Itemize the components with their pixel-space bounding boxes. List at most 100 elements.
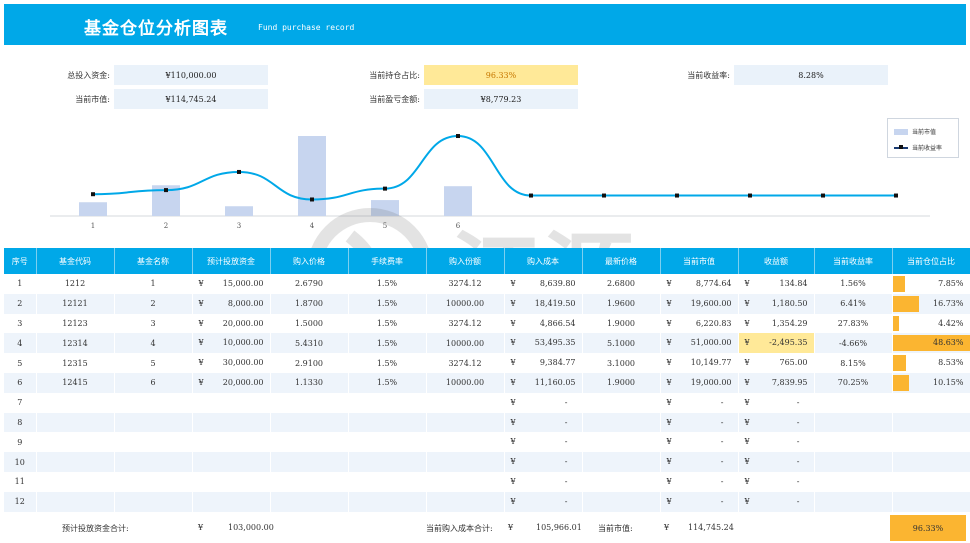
cell-fee[interactable]: 1.5% [348, 313, 427, 334]
cell-latest[interactable]: 2.6800 [582, 274, 661, 294]
cell-code[interactable] [36, 392, 115, 413]
cell-price[interactable]: 1.1330 [270, 372, 349, 393]
col-header[interactable]: 收益额 [738, 248, 815, 274]
cell-rate[interactable] [814, 471, 893, 492]
cell-cost[interactable]: ¥9,384.77 [504, 353, 583, 373]
cell-ratio[interactable]: 48.63% [892, 333, 970, 354]
cell-value[interactable]: ¥ - [660, 392, 739, 413]
cell-ratio[interactable]: 7.85% [892, 274, 970, 294]
cell-profit[interactable]: ¥ - [738, 471, 815, 492]
cell-value[interactable]: ¥ - [660, 432, 739, 453]
cell-plan[interactable]: ¥20,000.00 [192, 372, 271, 393]
cell-plan[interactable]: ¥10,000.00 [192, 333, 271, 354]
cell-shares[interactable]: 3274.12 [426, 353, 505, 373]
cell-fee[interactable]: 1.5% [348, 333, 427, 354]
cell-rate[interactable] [814, 392, 893, 413]
cell-price[interactable] [270, 491, 349, 512]
cell-rate[interactable]: -4.66% [814, 333, 893, 354]
cell-fee[interactable]: 1.5% [348, 274, 427, 294]
cell-cost[interactable]: ¥18,419.50 [504, 293, 583, 314]
table-row[interactable]: 1 1212 1 ¥15,000.00 2.6790 1.5% 3274.12 ¥8,639.… [4, 274, 970, 294]
cell-code[interactable]: 12314 [36, 333, 115, 354]
cell-price[interactable] [270, 452, 349, 472]
cell-code[interactable]: 12123 [36, 313, 115, 334]
cell-latest[interactable]: 3.1000 [582, 353, 661, 373]
table-row[interactable]: 9 ¥ - ¥ - ¥ - [4, 432, 970, 453]
cell-value[interactable]: ¥ - [660, 412, 739, 433]
cell-plan[interactable]: ¥30,000.00 [192, 353, 271, 373]
cell-cost[interactable]: ¥ - [504, 432, 583, 453]
cell-name[interactable] [114, 392, 193, 413]
cell-ratio[interactable] [892, 412, 970, 433]
cell-shares[interactable]: 10000.00 [426, 333, 505, 354]
cell-name[interactable]: 6 [114, 372, 193, 393]
cell-plan[interactable] [192, 392, 271, 413]
cell-no[interactable]: 10 [4, 452, 37, 472]
cell-shares[interactable] [426, 412, 505, 433]
cell-shares[interactable]: 10000.00 [426, 293, 505, 314]
cell-latest[interactable]: 1.9600 [582, 293, 661, 314]
cell-code[interactable] [36, 412, 115, 433]
cell-code[interactable]: 1212 [36, 274, 115, 294]
cell-no[interactable]: 6 [4, 372, 37, 393]
return-rate-value[interactable]: 8.28% [734, 65, 888, 85]
cell-profit[interactable]: ¥1,180.50 [738, 293, 815, 314]
cell-ratio[interactable]: 16.73% [892, 293, 970, 314]
col-header[interactable]: 当前市值 [660, 248, 739, 274]
cell-fee[interactable]: 1.5% [348, 293, 427, 314]
col-header[interactable]: 基金名称 [114, 248, 193, 274]
cell-plan[interactable] [192, 471, 271, 492]
cell-cost[interactable]: ¥4,866.54 [504, 313, 583, 334]
cell-fee[interactable] [348, 432, 427, 453]
cell-cost[interactable]: ¥ - [504, 491, 583, 512]
cell-no[interactable]: 2 [4, 293, 37, 314]
cell-rate[interactable]: 6.41% [814, 293, 893, 314]
cell-rate[interactable] [814, 412, 893, 433]
cell-plan[interactable] [192, 432, 271, 453]
cell-value[interactable]: ¥8,774.64 [660, 274, 739, 294]
cell-value[interactable]: ¥ - [660, 491, 739, 512]
table-row[interactable]: 6 12415 6 ¥20,000.00 1.1330 1.5% 10000.00 ¥11,1… [4, 372, 970, 393]
cell-plan[interactable]: ¥8,000.00 [192, 293, 271, 314]
cell-fee[interactable] [348, 392, 427, 413]
col-header[interactable]: 预计投放资金 [192, 248, 271, 274]
cell-name[interactable]: 5 [114, 353, 193, 373]
cell-name[interactable] [114, 491, 193, 512]
cell-shares[interactable] [426, 491, 505, 512]
cell-plan[interactable] [192, 491, 271, 512]
profit-amount-value[interactable]: ¥8,779.23 [424, 89, 578, 109]
cell-rate[interactable] [814, 491, 893, 512]
cell-profit[interactable]: ¥765.00 [738, 353, 815, 373]
cell-plan[interactable]: ¥15,000.00 [192, 274, 271, 294]
cell-value[interactable]: ¥19,000.00 [660, 372, 739, 393]
cell-plan[interactable] [192, 412, 271, 433]
cell-price[interactable]: 2.9100 [270, 353, 349, 373]
cell-value[interactable]: ¥10,149.77 [660, 353, 739, 373]
col-header[interactable]: 购入份额 [426, 248, 505, 274]
cell-fee[interactable]: 1.5% [348, 372, 427, 393]
cell-name[interactable] [114, 432, 193, 453]
col-header[interactable]: 购入价格 [270, 248, 349, 274]
table-row[interactable]: 2 12121 2 ¥8,000.00 1.8700 1.5% 10000.00 ¥18,41… [4, 293, 970, 314]
cell-shares[interactable] [426, 392, 505, 413]
cell-no[interactable]: 9 [4, 432, 37, 453]
cell-ratio[interactable] [892, 392, 970, 413]
cell-value[interactable]: ¥ - [660, 471, 739, 492]
cell-latest[interactable]: 5.1000 [582, 333, 661, 354]
cell-code[interactable] [36, 432, 115, 453]
col-header[interactable]: 基金代码 [36, 248, 115, 274]
table-row[interactable]: 7 ¥ - ¥ - ¥ - [4, 392, 970, 413]
cell-rate[interactable]: 8.15% [814, 353, 893, 373]
cell-ratio[interactable]: 10.15% [892, 372, 970, 393]
cell-code[interactable]: 12121 [36, 293, 115, 314]
cell-ratio[interactable] [892, 491, 970, 512]
col-header[interactable]: 序号 [4, 248, 37, 274]
cell-price[interactable] [270, 412, 349, 433]
cell-name[interactable] [114, 412, 193, 433]
cell-name[interactable]: 3 [114, 313, 193, 334]
position-ratio-value[interactable]: 96.33% [424, 65, 578, 85]
cell-shares[interactable] [426, 471, 505, 492]
col-header[interactable]: 最新价格 [582, 248, 661, 274]
cell-latest[interactable] [582, 432, 661, 453]
cell-profit[interactable]: ¥ - [738, 491, 815, 512]
